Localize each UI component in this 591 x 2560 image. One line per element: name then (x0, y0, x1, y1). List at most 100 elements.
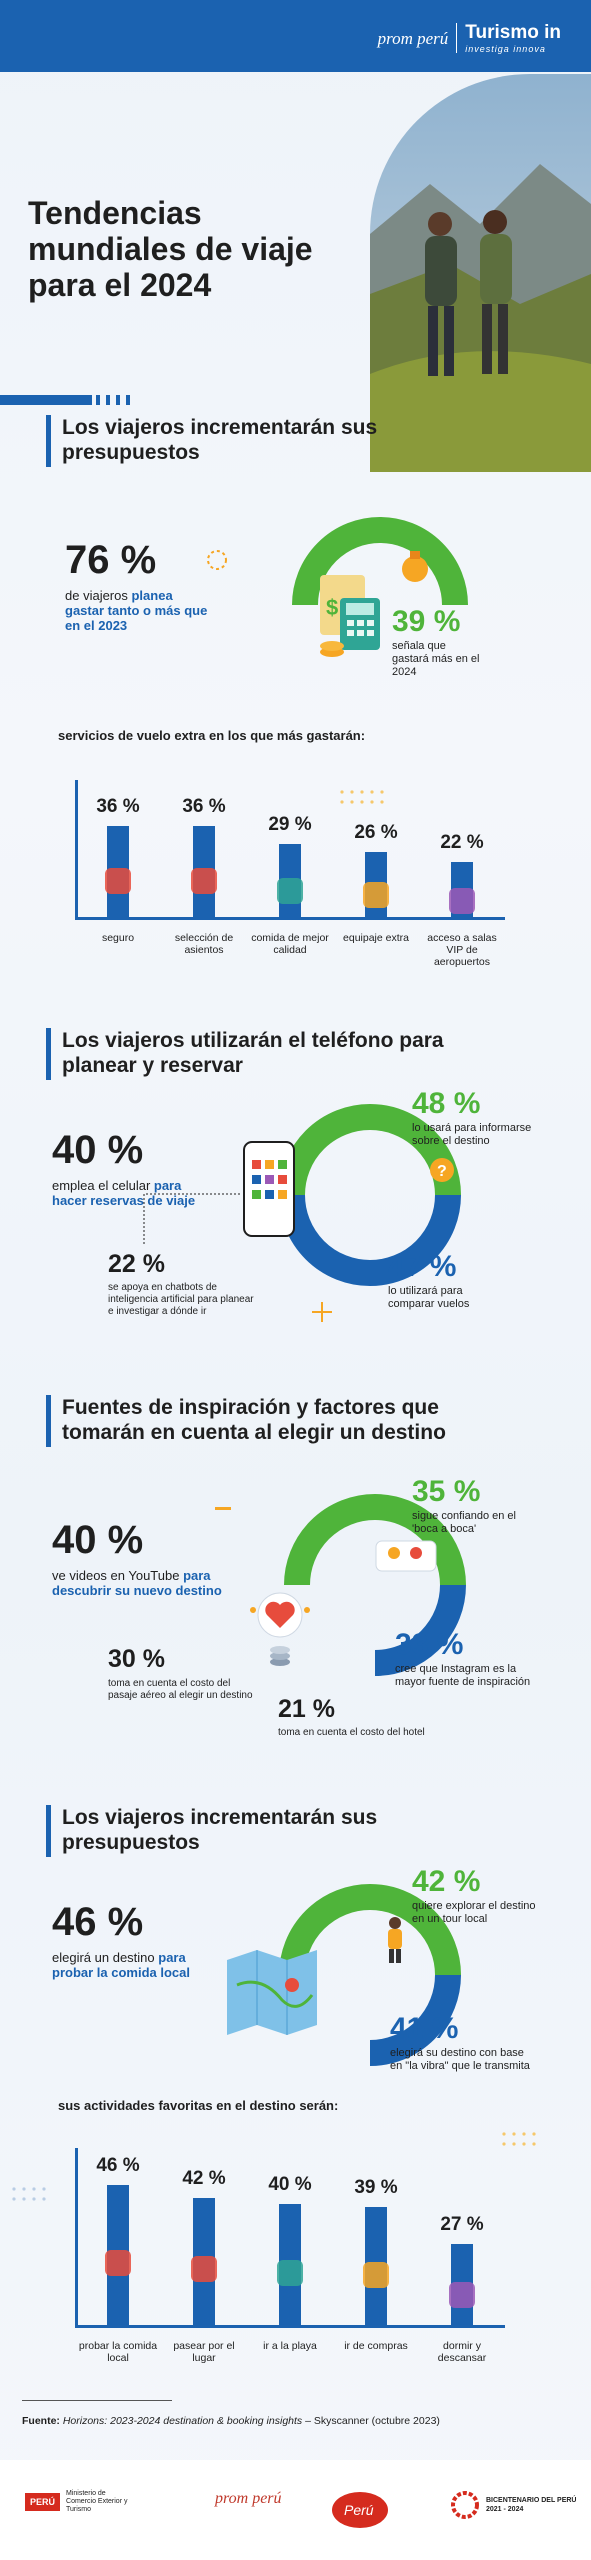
source-title: Horizons: 2023-2024 destination & bookin… (59, 2415, 303, 2427)
section2-left-text-a: emplea el celular (52, 1178, 154, 1193)
chart1-plot: 36 % seguro 36 % selección de asientos 29 % c… (75, 780, 505, 990)
bar-category-icon (191, 868, 217, 895)
section2-left-text: emplea el celular para hacer reservas de… (52, 1178, 212, 1208)
section3-left-text-b: para descubrir su nuevo destino (52, 1568, 222, 1598)
section4-left-text-a: elegirá un destino (52, 1950, 159, 1965)
section1-right-pct: 39 % (392, 605, 461, 638)
source-suffix: – Skyscanner (octubre 2023) (302, 2415, 440, 2427)
bar-category-icon (449, 888, 475, 915)
bar-category-icon (363, 882, 389, 909)
section1-left-text: de viajeros planea gastar tanto o más qu… (65, 588, 215, 633)
section4-bottom-pct: 41 % (390, 2012, 459, 2045)
section3-right-text: cree que Instagram es la mayor fuente de… (395, 1663, 531, 1688)
bar-value-label: 39 % (354, 2177, 398, 2199)
bar-value-label: 46 % (96, 2155, 140, 2177)
connector-dashed-line (143, 1193, 240, 1246)
section2-bottom-pct: 47 % (388, 1250, 457, 1283)
bicentenario-icon (451, 2491, 479, 2519)
bar-value-label: 29 % (268, 813, 312, 835)
bar-category-label: ir de compras (344, 2340, 408, 2352)
section4-left-text-b: para probar la comida local (52, 1950, 190, 1980)
page-title: Tendencias mundiales de viaje para el 20… (28, 195, 313, 303)
marca-peru-logo: Perú (330, 2490, 390, 2530)
bar-category-icon (449, 2281, 475, 2308)
bicentenario-logo: BICENTENARIO DEL PERÚ 2021 - 2024 (450, 2490, 577, 2520)
peru-tag: PERÚ (25, 2493, 61, 2511)
section2-top-pct: 48 % (412, 1087, 481, 1120)
dash-decor (215, 1507, 231, 1510)
bar-category-icon (277, 878, 303, 905)
bar-category-icon (363, 2261, 389, 2288)
section2-left-text-b: para hacer reservas de viaje (52, 1178, 196, 1208)
source-divider (22, 2400, 172, 2401)
bicentenario-years: 2021 - 2024 (486, 2506, 524, 2513)
svg-text:Perú: Perú (344, 2502, 374, 2518)
coin-stack-icon (270, 1646, 290, 1666)
section3-left-pct: 40 % (52, 1518, 144, 1562)
section2-bar (46, 1028, 51, 1080)
source-note: Fuente: Horizons: 2023-2024 destination … (22, 2415, 440, 2427)
dots-decor (340, 790, 384, 804)
people-chat-icon (375, 1540, 437, 1572)
svg-text:$: $ (326, 595, 338, 620)
section3-bar (46, 1395, 51, 1447)
section3-right-pct: 33 % (395, 1628, 464, 1661)
footer-logos: PERÚ Ministerio de Comercio Exterior y T… (0, 2460, 591, 2560)
bar-category-label: comida de mejor calidad (251, 932, 329, 956)
bar-category-label: selección de asientos (174, 932, 234, 956)
section3-left-text-a: ve videos en YouTube (52, 1568, 184, 1583)
section3-air-pct: 30 % (108, 1645, 165, 1673)
title-accent-bar (0, 395, 92, 405)
section3-top-text: sigue confiando en el 'boca a boca' (412, 1510, 516, 1535)
section2-title: Los viajeros utilizarán el teléfono para… (62, 1029, 444, 1077)
bar-category-label: pasear por el lugar (173, 2340, 235, 2364)
section3-hotel-pct: 21 % (278, 1695, 335, 1723)
svg-text:?: ? (437, 1163, 447, 1180)
section3-title: Fuentes de inspiración y factores que to… (62, 1396, 446, 1444)
section4-top-text: quiere explorar el destino en un tour lo… (412, 1900, 536, 1925)
section2-left-pct: 40 % (52, 1128, 144, 1172)
bar-category-label: equipaje extra (343, 932, 409, 944)
bar-category-label: acceso a salas VIP de aeropuertos (427, 932, 497, 968)
chart1-caption: servicios de vuelo extra en los que más … (58, 728, 366, 743)
promperu-footer-logo: prom perú (215, 2490, 282, 2507)
bar-category-icon (105, 868, 131, 895)
dots-decor-right (502, 2132, 536, 2146)
chart2-caption: sus actividades favoritas en el destino … (58, 2098, 339, 2113)
section4-donut (279, 1884, 461, 2066)
bar-category-label: ir a la playa (263, 2340, 317, 2352)
bar-value-label: 27 % (440, 2214, 484, 2236)
section2-ai-pct: 22 % (108, 1250, 165, 1278)
section1-bar (46, 415, 51, 467)
bar-value-label: 42 % (182, 2167, 226, 2189)
header-logos: prom perú Turismo in investiga innova (378, 22, 561, 54)
top-header-bar: prom perú Turismo in investiga innova (0, 0, 591, 72)
ministry-logo: PERÚ Ministerio de Comercio Exterior y T… (25, 2490, 136, 2514)
section1-left-text-a: de viajeros (65, 588, 132, 603)
bar-category-label: probar la comida local (78, 2340, 158, 2364)
bar-value-label: 22 % (440, 832, 484, 854)
section2-bottom-text: lo utilizará para comparar vuelos (388, 1285, 470, 1310)
marca-peru-icon: Perú (332, 2492, 388, 2528)
logo-divider (456, 23, 458, 53)
bar-value-label: 40 % (268, 2174, 312, 2195)
section3-hotel-text: toma en cuenta el costo del hotel (278, 1727, 425, 1738)
bar-category-label: dormir y descansar (437, 2340, 487, 2364)
hero-hikers-photo (370, 74, 591, 472)
section2-ai-text: se apoya en chatbots de inteligencia art… (108, 1282, 254, 1317)
turismo-in-tagline: investiga innova (465, 44, 546, 54)
section3-left-text: ve videos en YouTube para descubrir su n… (52, 1568, 232, 1598)
section4-left-text: elegirá un destino para probar la comida… (52, 1950, 222, 1980)
turismo-in-logo: Turismo in investiga innova (465, 22, 561, 54)
section3-air-text: toma en cuenta el costo del pasaje aéreo… (108, 1678, 253, 1701)
bar-category-icon (105, 2249, 131, 2276)
bicentenario-name: BICENTENARIO DEL PERÚ (486, 2497, 577, 2504)
bar-value-label: 36 % (96, 795, 140, 817)
section1-left-text-b: planea gastar tanto o más que en el 2023 (65, 588, 208, 633)
bar-value-label: 26 % (354, 821, 398, 843)
turismo-in-wordmark: Turismo in (465, 22, 561, 43)
calculator-money-icon: $ (320, 575, 380, 657)
section4-bar (46, 1805, 51, 1857)
chart2-plot: 46 % probar la comida local 42 % pasear por… (75, 2148, 505, 2398)
section1-title: Los viajeros incrementarán sus presupues… (62, 416, 378, 464)
